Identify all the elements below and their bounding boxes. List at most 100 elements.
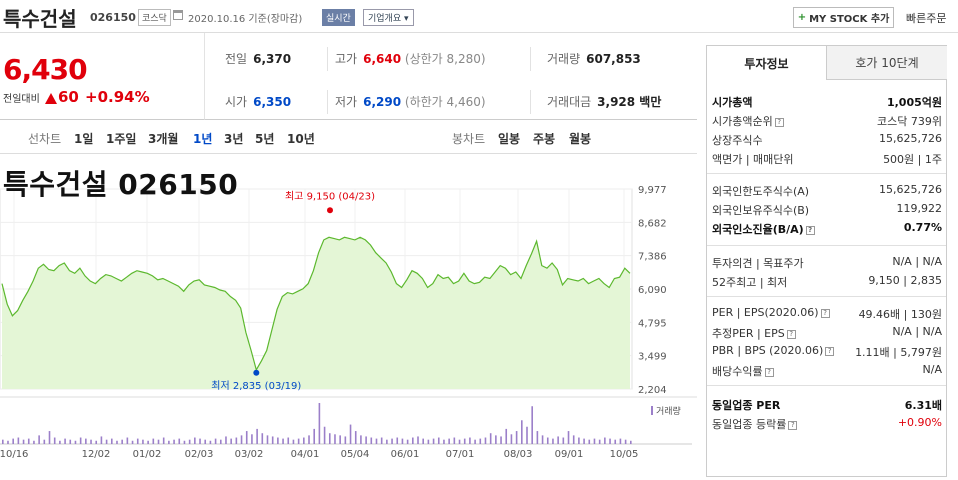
- realtime-button[interactable]: 실시간: [322, 9, 355, 26]
- candle-chart-label: 봉차트: [452, 132, 486, 146]
- line-chart-label: 선차트: [28, 132, 62, 146]
- x-tick-label: 07/01: [446, 449, 475, 460]
- volume-bar: [22, 439, 25, 444]
- base-date: 2020.10.16 기준(장마감): [188, 14, 303, 25]
- stock-header: 특수건설 026150 코스닥 2020.10.16 기준(장마감) 실시간 기…: [0, 0, 958, 33]
- stat-value: 3,928 백만: [597, 95, 662, 109]
- y-tick-label: 9,977: [638, 185, 667, 196]
- volume-bar: [334, 434, 336, 444]
- volume-bar: [79, 437, 82, 444]
- tab-period[interactable]: 10년: [287, 132, 315, 146]
- help-icon[interactable]: ?: [825, 346, 835, 356]
- volume-bar: [142, 439, 144, 444]
- volume-bar: [85, 438, 87, 444]
- help-icon[interactable]: ?: [805, 225, 815, 235]
- stat-value: 6,370: [253, 52, 292, 66]
- info-label: 동일업종 등락률?: [712, 416, 798, 432]
- volume-bar: [515, 431, 518, 444]
- volume-bar: [27, 438, 30, 444]
- help-icon[interactable]: ?: [788, 420, 798, 430]
- volume-bar: [287, 437, 290, 444]
- tab-candle[interactable]: 주봉: [533, 132, 556, 146]
- tab-candle[interactable]: 일봉: [498, 132, 521, 146]
- volume-bar: [578, 437, 580, 444]
- price-area: [2, 237, 630, 389]
- volume-bar: [370, 437, 373, 444]
- x-tick-label: 01/02: [133, 449, 162, 460]
- volume-bar: [360, 435, 362, 444]
- volume-bar: [474, 439, 476, 444]
- divider: [707, 245, 946, 246]
- help-icon[interactable]: ?: [764, 367, 774, 377]
- volume-bar: [593, 438, 596, 444]
- volume-bar: [328, 433, 331, 444]
- x-tick-label: 10/16: [0, 449, 28, 460]
- volume-bar: [100, 436, 103, 444]
- tab-period[interactable]: 3개월: [148, 132, 179, 146]
- price-line: [1, 236, 631, 372]
- chart-title: 특수건설 026150: [3, 168, 239, 201]
- volume-bar: [572, 435, 575, 444]
- add-my-stock-button[interactable]: + MY STOCK 추가: [793, 7, 894, 28]
- help-icon[interactable]: ?: [774, 117, 784, 127]
- tab-period[interactable]: 5년: [255, 132, 275, 146]
- info-row: 외국인한도주식수(A) 15,625,726: [712, 183, 942, 199]
- tab-period[interactable]: 1주일: [106, 132, 137, 146]
- volume-bar: [567, 431, 570, 444]
- help-icon[interactable]: ?: [820, 308, 830, 318]
- price-stats: 전일 6,370 고가 6,640 (상한가 8,280) 거래량 607,853 시…: [205, 33, 697, 120]
- volume-bar: [230, 438, 232, 444]
- stat-label: 전일: [225, 52, 248, 66]
- y-tick-label: 3,499: [638, 352, 667, 363]
- tab-period-selected[interactable]: 1년: [193, 132, 213, 146]
- info-label: 배당수익률?: [712, 363, 774, 379]
- info-value: 119,922: [896, 202, 943, 215]
- stat-value: 6,640: [363, 52, 402, 66]
- volume-bar: [235, 437, 238, 444]
- high-marker: [327, 207, 333, 214]
- volume-bar: [214, 438, 217, 444]
- info-value: N/A | N/A: [892, 325, 942, 338]
- volume-bar: [443, 439, 445, 444]
- volume-bar: [396, 437, 399, 444]
- tab-period[interactable]: 1일: [74, 132, 94, 146]
- volume-bar: [53, 437, 56, 444]
- volume-bar: [266, 435, 269, 444]
- volume-bar: [375, 438, 378, 444]
- price-chart[interactable]: 9,977 8,682 7,386 6,090 4,795 3,499 2,204 최고 9,…: [0, 154, 697, 477]
- volume-bar: [391, 438, 393, 444]
- y-tick-label: 7,386: [638, 252, 667, 263]
- divider: [707, 296, 946, 297]
- info-row: 액면가 | 매매단위 500원 | 1주: [712, 151, 942, 167]
- low-marker: [253, 369, 260, 376]
- stat-value: 6,350: [253, 95, 292, 109]
- volume-bar: [277, 437, 279, 444]
- volume-bar: [90, 439, 92, 444]
- volume-bar: [313, 428, 316, 444]
- tab-orderbook[interactable]: 호가 10단계: [827, 46, 947, 80]
- info-row: PBR | BPS (2020.06)? 1.11배 | 5,797원: [712, 344, 942, 360]
- info-value: 15,625,726: [879, 132, 942, 145]
- tab-investment-info[interactable]: 투자정보: [707, 46, 827, 80]
- help-icon[interactable]: ?: [786, 329, 796, 339]
- info-value: 1.11배 | 5,797원: [855, 346, 942, 359]
- stat-label: 거래대금: [547, 95, 592, 109]
- volume-bar: [588, 439, 591, 444]
- volume-bar: [562, 437, 565, 444]
- tab-candle[interactable]: 월봉: [569, 132, 592, 146]
- volume-bar: [437, 437, 440, 444]
- volume-bar: [188, 439, 191, 444]
- quick-order-link[interactable]: 빠른주문: [906, 12, 947, 25]
- stat-value: 607,853: [586, 52, 641, 66]
- chart-svg: 9,977 8,682 7,386 6,090 4,795 3,499 2,204 최고 9,…: [0, 185, 697, 460]
- info-row: 시가총액순위? 코스닥 739위: [712, 113, 942, 129]
- company-info-dropdown[interactable]: 기업개요 ▾: [363, 9, 414, 26]
- info-value: N/A: [922, 363, 942, 376]
- volume-bar: [521, 420, 523, 444]
- volume-bar: [463, 438, 466, 444]
- tab-period[interactable]: 3년: [224, 132, 244, 146]
- info-row: 외국인소진율(B/A)? 0.77%: [712, 221, 942, 237]
- volume-bar: [583, 438, 585, 444]
- info-label: 외국인소진율(B/A)?: [712, 221, 815, 237]
- info-label: PER | EPS(2020.06)?: [712, 306, 830, 319]
